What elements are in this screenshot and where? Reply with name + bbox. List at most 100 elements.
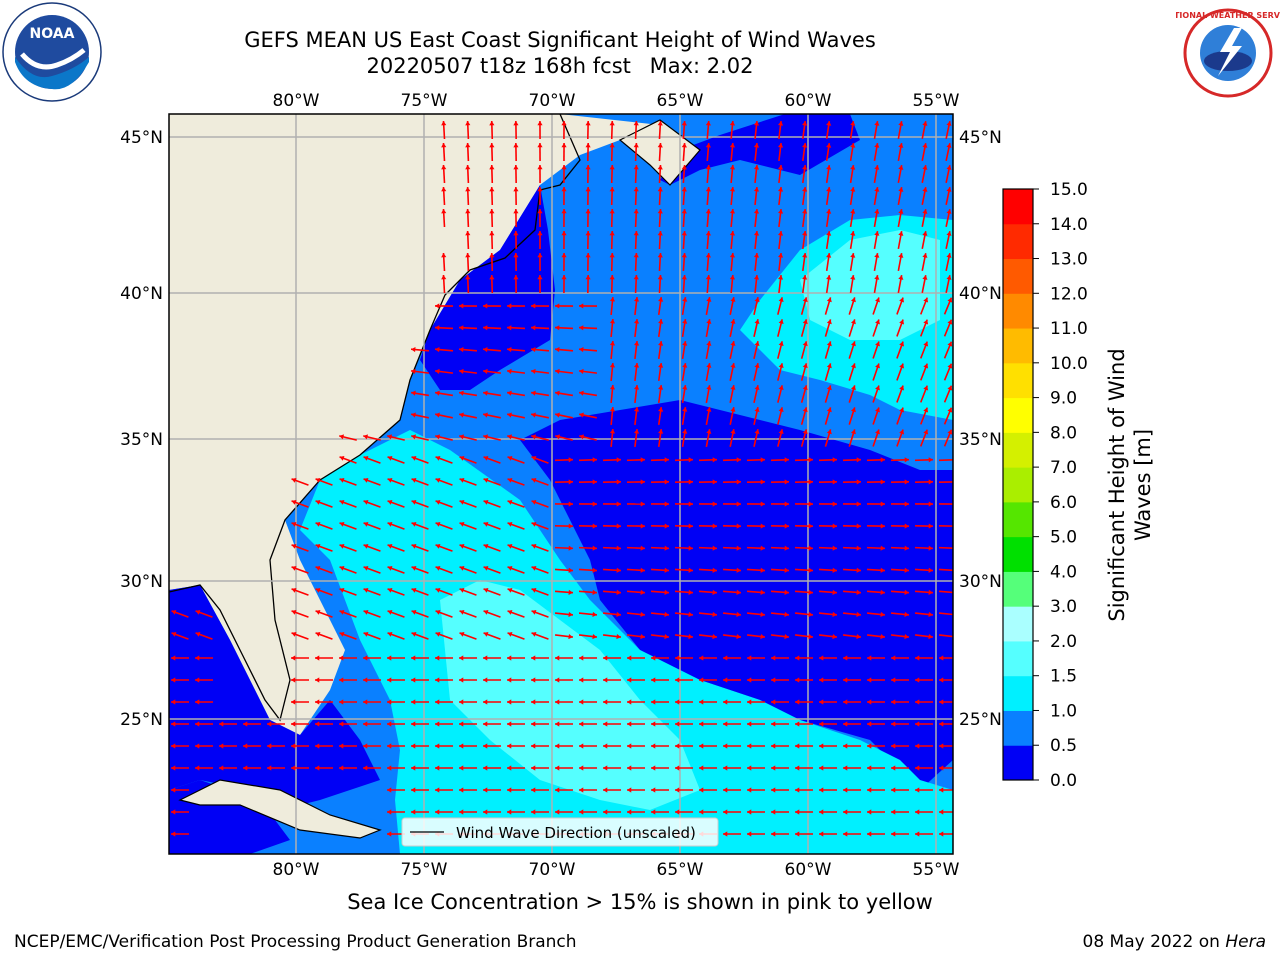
wave-direction-arrow: [243, 743, 261, 749]
wave-direction-arrow: [483, 587, 501, 596]
wave-direction-arrow: [939, 743, 953, 749]
wave-direction-arrow: [921, 253, 928, 271]
wave-direction-arrow: [945, 275, 952, 293]
wave-direction-arrow: [824, 407, 832, 425]
wave-direction-arrow: [363, 587, 381, 596]
wave-direction-arrow: [411, 721, 429, 727]
wave-direction-arrow: [818, 611, 838, 618]
wave-direction-arrow: [891, 809, 909, 815]
lon-label-bottom: 75°W: [401, 860, 448, 880]
wave-direction-arrow: [825, 186, 832, 206]
wave-direction-arrow: [554, 479, 574, 485]
wave-direction-arrow: [585, 164, 591, 184]
wave-direction-arrow: [554, 523, 574, 529]
wave-direction-arrow: [339, 609, 357, 618]
wave-direction-arrow: [849, 164, 856, 184]
wave-direction-arrow: [753, 120, 760, 140]
wave-direction-arrow: [465, 252, 471, 272]
wave-direction-arrow: [531, 787, 549, 793]
wave-direction-arrow: [626, 479, 646, 485]
wave-direction-arrow: [753, 341, 760, 359]
wave-direction-arrow: [537, 120, 543, 140]
wave-direction-arrow: [387, 809, 405, 815]
wave-direction-arrow: [777, 363, 784, 381]
map-plot-area: [169, 114, 953, 854]
latitude-labels: 45°N 45°N 40°N 40°N 35°N 35°N 30°N 30°N 25°N 25°N: [120, 128, 1002, 730]
wave-direction-arrow: [843, 655, 861, 661]
wave-direction-arrow: [585, 120, 591, 140]
us-coastline: [169, 114, 581, 722]
wave-direction-arrow: [681, 164, 687, 184]
wave-direction-arrow: [530, 347, 550, 353]
wave-direction-arrow: [363, 543, 381, 552]
wave-direction-arrow: [674, 633, 694, 640]
wave-direction-arrow: [802, 274, 808, 294]
wave-direction-arrow: [633, 318, 640, 338]
wave-direction-arrow: [435, 521, 453, 530]
wave-direction-arrow: [609, 142, 615, 162]
wave-direction-arrow: [507, 455, 525, 464]
wave-direction-arrow: [722, 545, 742, 551]
wave-direction-arrow: [459, 655, 477, 661]
wave-direction-arrow: [626, 545, 646, 551]
wave-direction-arrow: [387, 434, 405, 441]
wave-direction-arrow: [531, 434, 549, 441]
wave-direction-arrow: [315, 765, 333, 771]
wave-direction-arrow: [602, 633, 622, 640]
wave-direction-arrow: [171, 721, 189, 727]
wave-direction-arrow: [465, 208, 471, 228]
wave-direction-arrow: [339, 765, 357, 771]
wave-direction-arrow: [363, 499, 381, 508]
wave-direction-arrow: [483, 521, 501, 530]
wave-direction-arrow: [843, 831, 861, 837]
footer-machine: Hera: [1225, 932, 1266, 952]
wave-direction-arrow: [729, 297, 736, 315]
wave-direction-arrow: [705, 363, 712, 381]
wave-direction-arrow: [363, 521, 381, 530]
wave-direction-arrow: [945, 187, 952, 205]
wave-direction-arrow: [890, 633, 910, 640]
wave-direction-arrow: [897, 143, 904, 161]
colorbar-tick-label: 10.0: [1050, 354, 1088, 374]
wave-direction-arrow: [872, 363, 880, 381]
wave-direction-arrow: [891, 787, 909, 793]
wave-direction-arrow: [441, 142, 447, 162]
wave-direction-arrow: [770, 523, 790, 529]
wave-direction-arrow: [919, 297, 929, 315]
wave-direction-arrow: [489, 230, 495, 250]
wave-direction-arrow: [633, 340, 640, 360]
wave-direction-arrow: [891, 677, 909, 683]
wave-direction-arrow: [939, 787, 953, 793]
footer-date-text: 08 May 2022 on: [1082, 932, 1220, 952]
wave-direction-arrow: [705, 208, 711, 228]
wave-direction-arrow: [555, 743, 573, 749]
wave-direction-arrow: [818, 589, 838, 595]
wave-direction-arrow: [919, 385, 929, 403]
wave-direction-arrow: [537, 274, 543, 294]
wave-direction-arrow: [363, 434, 381, 441]
wave-direction-arrow: [650, 523, 670, 529]
wave-direction-arrow: [753, 186, 760, 206]
wave-direction-arrow: [482, 368, 502, 374]
wave-direction-arrow: [746, 611, 766, 618]
wave-direction-arrow: [195, 743, 213, 749]
wave-direction-arrow: [746, 523, 766, 529]
wave-direction-arrow: [603, 743, 621, 749]
wave-direction-arrow: [867, 743, 885, 749]
wave-direction-arrow: [746, 633, 766, 640]
wave-direction-arrow: [441, 186, 447, 206]
wave-direction-arrow: [800, 385, 808, 403]
wave-direction-arrow: [723, 721, 741, 727]
wave-direction-arrow: [531, 699, 549, 705]
wave-direction-arrow: [770, 457, 790, 463]
wave-direction-arrow: [195, 631, 213, 640]
wave-direction-arrow: [531, 587, 549, 596]
wave-direction-arrow: [825, 142, 832, 162]
wave-direction-arrow: [890, 479, 910, 485]
map-legend: Wind Wave Direction (unscaled): [401, 817, 719, 847]
wave-direction-arrow: [411, 499, 429, 508]
wave-direction-arrow: [849, 120, 856, 140]
wave-direction-arrow: [531, 565, 549, 574]
wave-direction-arrow: [866, 545, 886, 551]
wave-direction-arrow: [434, 368, 454, 374]
